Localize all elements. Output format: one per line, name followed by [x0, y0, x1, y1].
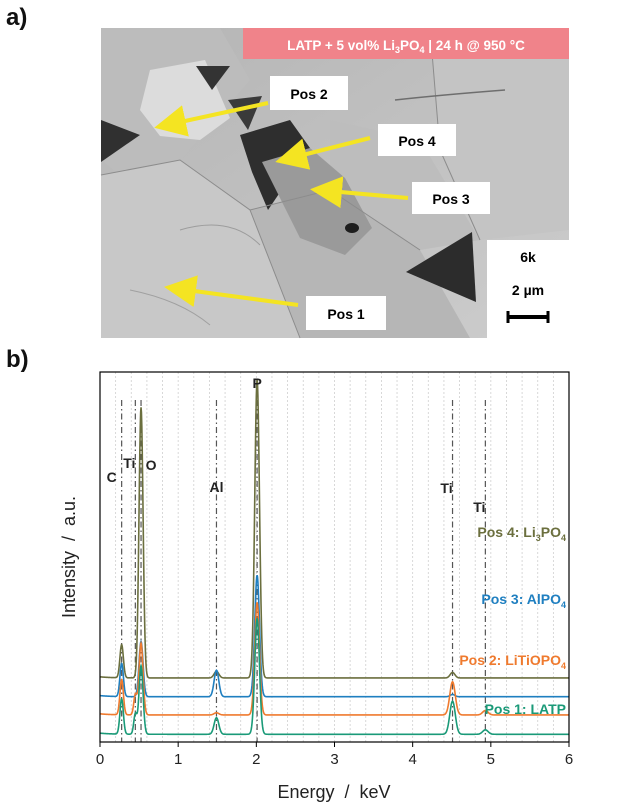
arrow-pos-4	[275, 136, 371, 170]
peak-label-6: Ti	[473, 499, 485, 515]
scale-box: 6k 2 µm	[487, 240, 569, 338]
panel-a-letter: a)	[6, 4, 28, 31]
peak-label-4: P	[252, 375, 261, 391]
peak-label-0: C	[107, 469, 117, 485]
series-line-3	[99, 618, 569, 736]
grid-layer	[115, 372, 554, 742]
series-label-3: Pos 1: LATP	[485, 701, 566, 717]
sample-banner: LATP + 5 vol% Li3PO4 | 24 h @ 950 °C	[243, 28, 569, 59]
x-tick-label-0: 0	[96, 751, 104, 768]
arrow-pos-1	[164, 275, 299, 308]
series-label-1: Pos 3: AlPO4	[481, 591, 566, 610]
x-tick-label-3: 3	[330, 751, 338, 768]
scale-length-label: 2 µm	[512, 282, 544, 298]
banner-sub1: 3	[395, 45, 400, 55]
banner-text-post: | 24 h @ 950 °C	[425, 38, 526, 53]
magnification-label: 6k	[520, 249, 536, 265]
x-tick-label-2: 2	[252, 751, 260, 768]
banner-text-mid: PO	[400, 38, 420, 53]
panel-b-letter: b)	[6, 346, 29, 373]
position-labels: Pos 2 Pos 4 Pos 3 Pos 1	[270, 76, 490, 330]
pos-1-label: Pos 1	[327, 306, 365, 322]
x-tick-layer: 0 1 2 3 4 5 6	[96, 742, 573, 768]
banner-sub2: 4	[420, 45, 425, 55]
peak-label-3: Al	[209, 479, 223, 495]
series-label-0: Pos 4: Li3PO4	[477, 524, 566, 543]
pos-4-label: Pos 4	[398, 133, 436, 149]
series-line-0	[99, 379, 569, 679]
x-tick-label-1: 1	[174, 751, 182, 768]
x-tick-label-5: 5	[487, 751, 495, 768]
arrow-pos-3	[310, 176, 409, 209]
peak-label-1: Ti	[123, 455, 135, 471]
series-line-2	[99, 602, 569, 716]
peak-label-2: O	[146, 457, 157, 473]
series-label-2: Pos 2: LiTiOPO4	[459, 652, 566, 671]
series-layer	[99, 379, 569, 736]
position-arrows	[154, 101, 409, 308]
arrow-pos-2	[154, 101, 269, 137]
x-tick-label-6: 6	[565, 751, 573, 768]
peak-line-layer	[121, 400, 486, 742]
x-axis-label: Energy / keV	[277, 782, 390, 802]
x-tick-label-4: 4	[408, 751, 416, 768]
y-axis-label: Intensity / a.u.	[59, 496, 79, 618]
peak-label-layer: C Ti O Al P Ti Ti	[107, 375, 486, 515]
banner-text-pre: LATP + 5 vol% Li	[287, 38, 395, 53]
pos-3-label: Pos 3	[432, 191, 470, 207]
svg-text:LATP + 5 vol% Li3PO4 | 24 h @: LATP + 5 vol% Li3PO4 | 24 h @ 950 °C	[287, 38, 525, 55]
peak-label-5: Ti	[440, 480, 452, 496]
series-line-1	[99, 575, 569, 698]
pos-2-label: Pos 2	[290, 86, 328, 102]
legend-layer: Pos 4: Li3PO4 Pos 3: AlPO4 Pos 2: LiTiOPO4…	[459, 524, 566, 717]
